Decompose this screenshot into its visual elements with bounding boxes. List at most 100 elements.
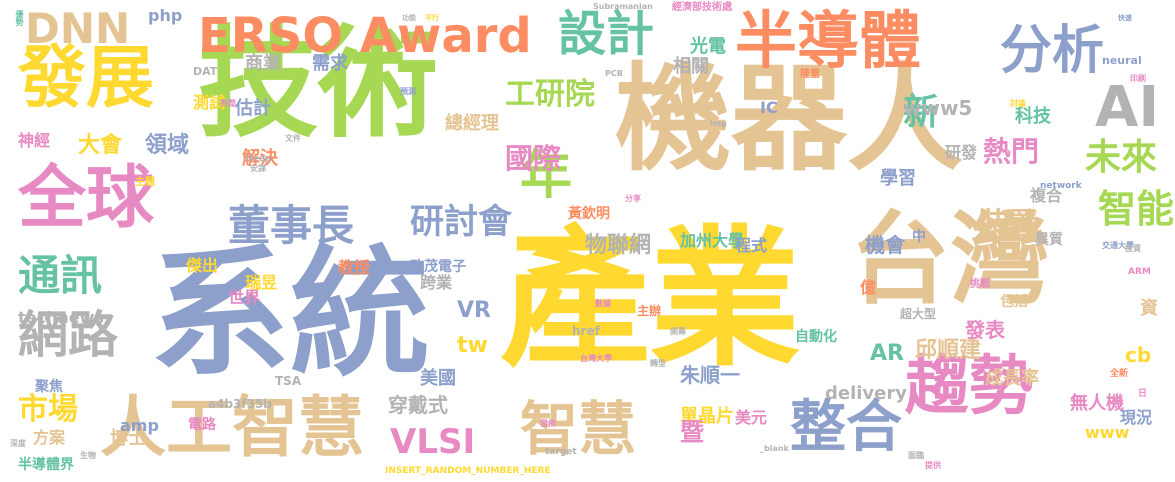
cloud-word-erso-award: ERSO Award: [198, 8, 532, 64]
cloud-word-dnn: DNN: [25, 4, 131, 53]
cloud-word-51: 學習: [880, 168, 916, 189]
cloud-word-36: 光電: [690, 36, 726, 57]
cloud-word-33: 大會: [78, 133, 123, 158]
cloud-word-delivery: delivery: [825, 383, 907, 404]
cloud-word-href: href: [572, 324, 600, 338]
cloud-word-108: 優勢: [15, 10, 24, 26]
cloud-word-5: 台灣: [850, 201, 1050, 318]
cloud-word-126: 轉型: [650, 359, 666, 368]
cloud-word-121: 討論: [1010, 99, 1026, 108]
cloud-word-38: 需求: [312, 53, 348, 74]
cloud-word-58: 美國: [420, 368, 456, 389]
cloud-word-28: 國際: [505, 142, 562, 175]
cloud-word-img: img: [710, 119, 727, 128]
cloud-word-40: 總經理: [445, 113, 499, 134]
cloud-word-130: 台灣大學: [580, 354, 612, 363]
cloud-word-39: 估計: [235, 98, 271, 119]
cloud-word-network: network: [1040, 181, 1082, 191]
cloud-word-26: 市場: [18, 392, 78, 427]
cloud-word-91: 聚焦: [35, 379, 63, 395]
cloud-word-56: 跨業: [420, 273, 453, 292]
cloud-word-41: 神經: [18, 131, 51, 150]
cloud-word-115: 印刷: [1130, 74, 1146, 83]
cloud-word-24: 未來: [1085, 137, 1158, 178]
cloud-word-117: 功能: [402, 14, 416, 22]
cloud-word-67: 現況: [1120, 408, 1153, 427]
cloud-word-34: 領域: [145, 133, 190, 158]
cloud-word-50: 研發: [945, 143, 978, 162]
cloud-word-tsa: TSA: [275, 374, 302, 388]
cloud-word-neural: neural: [1102, 54, 1142, 67]
cloud-word-arm: ARM: [1128, 267, 1151, 277]
cloud-word-109: 主題: [135, 177, 155, 188]
cloud-word-www: www: [1085, 423, 1130, 442]
cloud-word-target: target: [545, 447, 577, 457]
cloud-word-18: 網路: [18, 306, 118, 364]
cloud-word-tw: tw: [457, 333, 488, 358]
cloud-word-59: 穿戴式: [388, 393, 448, 417]
cloud-word-3: 機器人: [615, 52, 963, 187]
cloud-word-61: 邱順建: [915, 338, 982, 363]
cloud-word-132: 發佈: [540, 419, 556, 428]
cloud-word-128: 日: [1138, 389, 1148, 399]
cloud-word-15: 人工智慧: [100, 389, 364, 466]
cloud-word-72: 美元: [735, 408, 768, 427]
cloud-word-42: 測試: [193, 93, 226, 112]
cloud-word-37: 商業: [245, 53, 281, 74]
cloud-word-14: 趨勢: [905, 350, 1033, 424]
cloud-word-81: 致茂電子: [410, 259, 466, 275]
cloud-word-16: 智慧: [520, 395, 637, 463]
cloud-word-7: 發展: [18, 39, 155, 118]
cloud-word-113: 面臨: [908, 451, 924, 460]
cloud-word-114: 隆重: [800, 69, 820, 80]
cloud-word-73: 暨: [680, 418, 704, 446]
cloud-word-120: 完整: [220, 99, 236, 108]
cloud-word-ai: AI: [1095, 75, 1160, 140]
cloud-word-52: 科技: [1015, 106, 1051, 127]
cloud-word-blank: _blank: [760, 444, 789, 453]
cloud-word-111: 生物: [80, 451, 96, 460]
cloud-word-85: 中: [912, 229, 926, 245]
cloud-word-pcb: PCB: [605, 69, 623, 78]
cloud-word-49: 程式: [735, 236, 768, 255]
cloud-word-75: 方案: [33, 428, 66, 447]
cloud-word-82: 黃欽明: [568, 206, 610, 222]
cloud-word-subramanian: Subramanian: [593, 2, 653, 11]
cloud-word-20: 董事長: [228, 201, 355, 250]
cloud-word-www5: www5: [903, 96, 973, 120]
cloud-word-123: 預測: [400, 87, 416, 96]
cloud-word-19: 通訊: [18, 251, 103, 300]
cloud-word-2: 系統: [150, 233, 431, 396]
cloud-word-134: 投資: [1125, 244, 1141, 253]
cloud-word-31: 物聯網: [585, 233, 652, 258]
cloud-word-vr: VR: [457, 298, 491, 323]
cloud-word-74: 博士: [110, 428, 146, 449]
cloud-word-48: 加州大學: [680, 231, 745, 250]
cloud-word-122: 分享: [625, 194, 641, 203]
cloud-word-27: 工研院: [505, 77, 595, 112]
cloud-word-23: 智能: [1098, 187, 1175, 231]
cloud-word-80: 教授: [338, 258, 371, 277]
cloud-word-93: 半導體界: [18, 457, 74, 473]
cloud-word-vlsi: VLSI: [390, 422, 476, 462]
cloud-word-44: 解決: [242, 148, 278, 169]
cloud-word-83: 傑出: [186, 256, 219, 275]
cloud-word-47: 機會: [865, 233, 905, 257]
cloud-word-21: 年: [520, 146, 573, 206]
cloud-word-62: 發表: [965, 318, 1005, 342]
cloud-word-22: 研討會: [410, 202, 512, 242]
cloud-word-10: 設計: [558, 6, 655, 62]
cloud-word-133: 安謀: [250, 164, 266, 173]
cloud-word-90: 超大型: [900, 307, 937, 321]
cloud-word-124: 文件: [285, 134, 301, 143]
cloud-word-86: 異質: [1035, 232, 1063, 248]
cloud-word-63: 成長率: [985, 368, 1039, 389]
cloud-word-8: 半導體: [735, 4, 922, 77]
cloud-word-a4b3f35b: a4b3f35b: [208, 397, 272, 411]
cloud-word-60: 朱順一: [680, 363, 740, 387]
cloud-word-116: 挑戰: [970, 279, 990, 290]
cloud-word-112: 提供: [925, 461, 941, 470]
cloud-word-35: 相關: [673, 56, 709, 77]
cloud-word-17: 整合: [790, 395, 902, 460]
